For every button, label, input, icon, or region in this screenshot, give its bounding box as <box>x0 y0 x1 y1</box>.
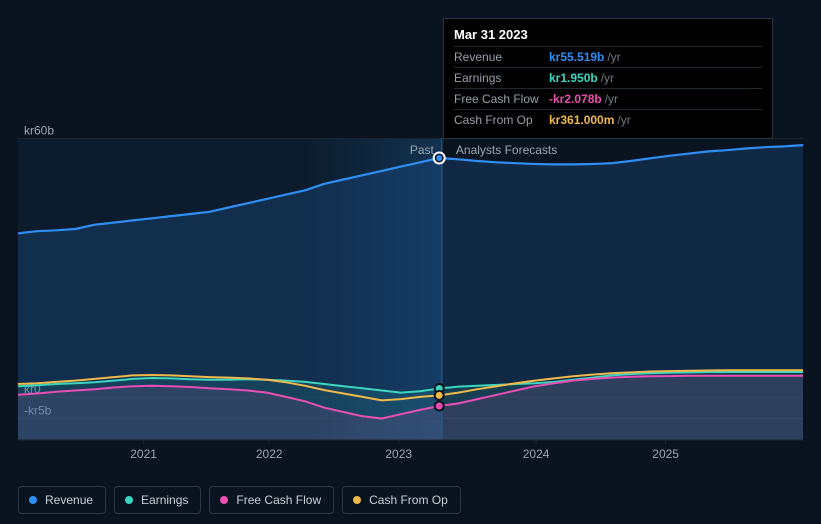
tooltip-row: Earningskr1.950b/yr <box>454 67 762 88</box>
x-axis-label: 2021 <box>130 447 157 461</box>
x-axis-label: 2025 <box>652 447 679 461</box>
forecast-label: Analysts Forecasts <box>456 143 557 157</box>
x-axis-label: 2022 <box>256 447 283 461</box>
legend-item-revenue[interactable]: Revenue <box>18 486 106 514</box>
legend-label: Free Cash Flow <box>236 493 321 507</box>
tooltip-metric-value: kr1.950b <box>549 71 598 85</box>
tooltip-row: Cash From Opkr361.000m/yr <box>454 109 762 130</box>
tooltip-metric-unit: /yr <box>601 71 614 85</box>
y-axis-label: kr60b <box>24 124 54 138</box>
tooltip-row: Free Cash Flow-kr2.078b/yr <box>454 88 762 109</box>
legend-label: Revenue <box>45 493 93 507</box>
tooltip-metric-label: Cash From Op <box>454 113 549 127</box>
tooltip-metric-unit: /yr <box>607 50 620 64</box>
tooltip-metric-value: -kr2.078b <box>549 92 602 106</box>
legend-dot <box>125 496 133 504</box>
x-axis-label: 2024 <box>523 447 550 461</box>
legend-dot <box>220 496 228 504</box>
marker-fcf <box>435 401 444 410</box>
past-label: Past <box>410 143 435 157</box>
tooltip-metric-unit: /yr <box>617 113 630 127</box>
legend-dot <box>353 496 361 504</box>
tooltip-metric-label: Free Cash Flow <box>454 92 549 106</box>
legend-label: Earnings <box>141 493 188 507</box>
tooltip-metric-unit: /yr <box>605 92 618 106</box>
legend-item-free-cash-flow[interactable]: Free Cash Flow <box>209 486 334 514</box>
tooltip-metric-label: Revenue <box>454 50 549 64</box>
tooltip-date: Mar 31 2023 <box>454 27 762 46</box>
chart-legend: Revenue Earnings Free Cash Flow Cash From O… <box>18 486 461 514</box>
marker-revenue-inner <box>436 155 442 161</box>
legend-dot <box>29 496 37 504</box>
legend-label: Cash From Op <box>369 493 448 507</box>
chart-tooltip: Mar 31 2023 Revenuekr55.519b/yrEarningsk… <box>443 18 773 139</box>
legend-item-earnings[interactable]: Earnings <box>114 486 201 514</box>
x-axis-label: 2023 <box>385 447 412 461</box>
legend-item-cash-from-op[interactable]: Cash From Op <box>342 486 461 514</box>
tooltip-metric-value: kr55.519b <box>549 50 604 64</box>
tooltip-row: Revenuekr55.519b/yr <box>454 46 762 67</box>
marker-cfo <box>435 391 444 400</box>
tooltip-metric-value: kr361.000m <box>549 113 614 127</box>
tooltip-metric-label: Earnings <box>454 71 549 85</box>
